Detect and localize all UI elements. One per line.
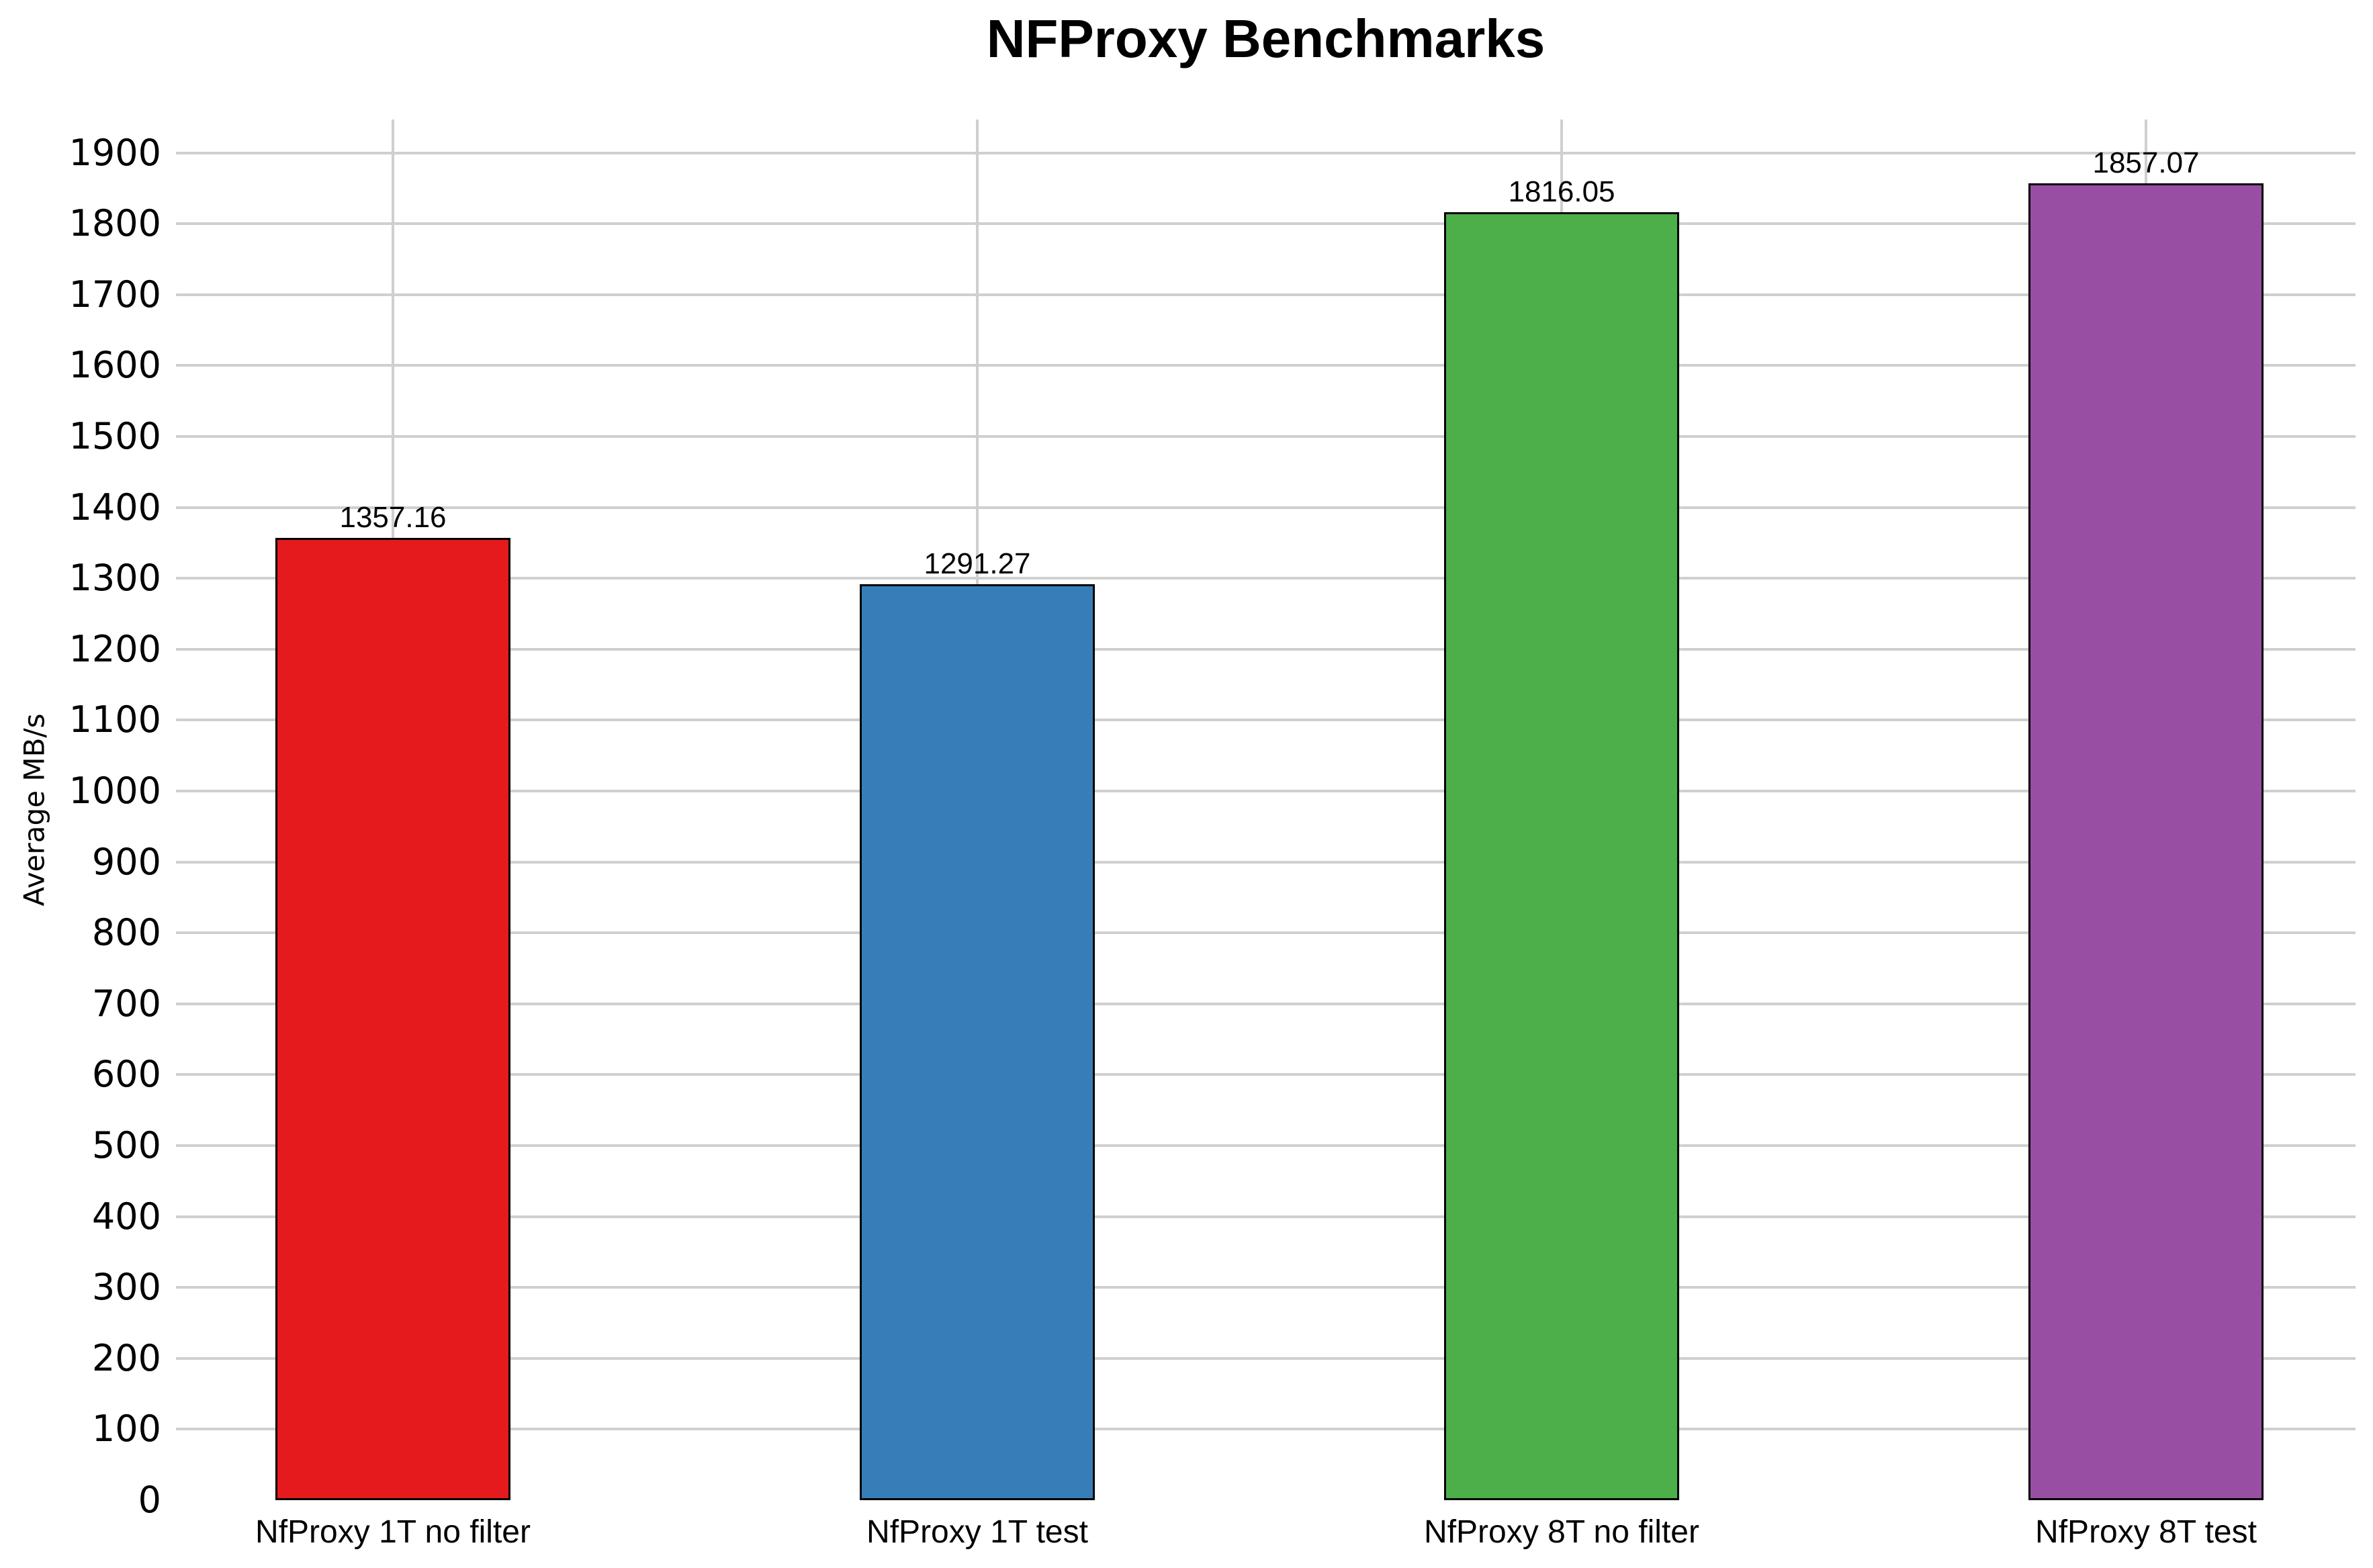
x-tick-label: NfProxy 1T test (866, 1514, 1088, 1550)
y-tick-label: 1400 (69, 486, 161, 528)
bar-value-label: 1357.16 (339, 500, 447, 534)
gridline-horizontal (176, 1144, 2356, 1147)
gridline-horizontal (176, 1073, 2356, 1076)
gridline-horizontal (176, 719, 2356, 722)
y-tick-label: 100 (91, 1408, 161, 1450)
gridline-horizontal (176, 647, 2356, 651)
gridline-horizontal (176, 1215, 2356, 1218)
y-tick-label: 200 (91, 1336, 161, 1379)
bar (275, 537, 510, 1500)
y-tick-label: 1600 (69, 344, 161, 387)
bar (1444, 212, 1679, 1500)
bar-value-label: 1816.05 (1508, 175, 1615, 209)
gridline-horizontal (176, 860, 2356, 864)
y-tick-label: 800 (91, 911, 161, 954)
x-tick-label: NfProxy 1T no filter (255, 1514, 531, 1550)
gridline-horizontal (176, 1286, 2356, 1289)
y-tick-label: 300 (91, 1266, 161, 1309)
gridline-horizontal (176, 435, 2356, 439)
y-tick-label: 1100 (69, 698, 161, 741)
x-axis-tick-labels: NfProxy 1T no filter NfProxy 1T test NfPro… (176, 1500, 2356, 1568)
y-tick-label: 400 (91, 1195, 161, 1238)
x-tick-label: NfProxy 8T test (2035, 1514, 2257, 1550)
gridline-horizontal (176, 222, 2356, 226)
y-tick-label: 1700 (69, 273, 161, 316)
chart-title: NFProxy Benchmarks (986, 9, 1546, 68)
y-tick-label: 0 (138, 1479, 161, 1521)
y-tick-label: 1300 (69, 557, 161, 600)
gridline-horizontal (176, 1356, 2356, 1360)
plot-area: 1357.16 1291.27 1816.05 1857.07 (176, 120, 2356, 1500)
y-tick-label: 900 (91, 840, 161, 883)
y-axis-tick-labels: 0 100 200 300 400 500 600 700 800 900 1000 1100 1200… (0, 120, 161, 1518)
bar (2028, 183, 2264, 1500)
gridline-horizontal (176, 931, 2356, 935)
x-tick-label: NfProxy 8T no filter (1424, 1514, 1699, 1550)
gridline-horizontal (176, 151, 2356, 154)
y-tick-label: 500 (91, 1124, 161, 1166)
gridline-horizontal (176, 577, 2356, 580)
gridline-horizontal (176, 1002, 2356, 1005)
gridline-horizontal (176, 1428, 2356, 1431)
y-tick-label: 1000 (69, 770, 161, 813)
y-tick-label: 700 (91, 982, 161, 1025)
bar (860, 584, 1095, 1500)
bar-value-label: 1291.27 (924, 547, 1031, 581)
y-tick-label: 600 (91, 1053, 161, 1096)
bar-value-label: 1857.07 (2092, 146, 2200, 179)
gridline-horizontal (176, 364, 2356, 367)
y-tick-label: 1500 (69, 415, 161, 458)
y-tick-label: 1800 (69, 202, 161, 245)
gridline-horizontal (176, 506, 2356, 509)
y-tick-label: 1900 (69, 131, 161, 174)
gridline-horizontal (176, 293, 2356, 296)
gridline-horizontal (176, 790, 2356, 793)
y-tick-label: 1200 (69, 627, 161, 670)
